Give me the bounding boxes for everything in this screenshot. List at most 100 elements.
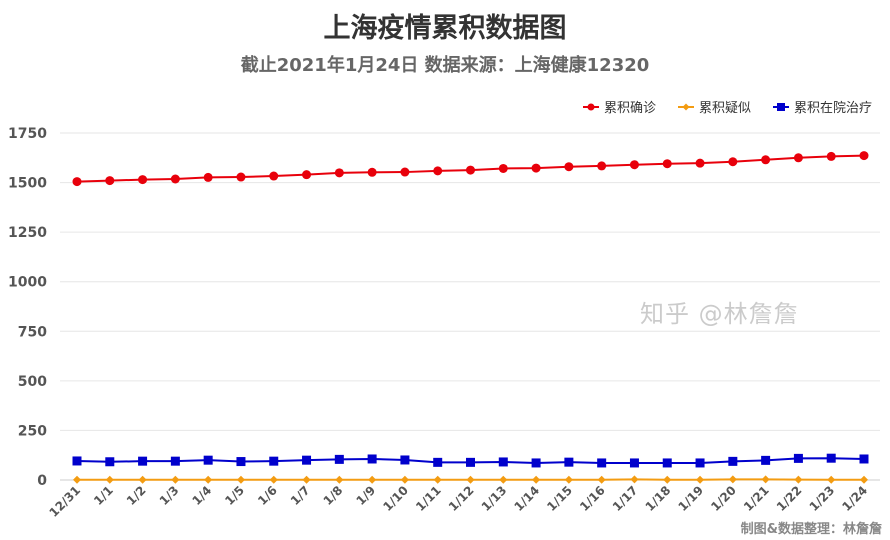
data-point	[138, 456, 148, 466]
data-point	[334, 168, 344, 178]
legend-item[interactable]: 累积在院治疗	[772, 97, 872, 116]
data-point	[662, 159, 672, 169]
watermark: 知乎 @林詹詹	[640, 300, 799, 328]
data-point	[72, 456, 82, 466]
data-point	[302, 475, 311, 484]
x-tick-label: 1/11	[413, 483, 444, 514]
data-point	[630, 475, 639, 484]
data-point	[73, 475, 81, 484]
x-tick-label: 1/2	[124, 483, 149, 508]
data-point	[531, 163, 541, 173]
data-point	[597, 458, 607, 468]
data-point	[597, 475, 606, 484]
data-point	[400, 455, 410, 465]
x-tick-label: 1/6	[255, 483, 280, 508]
data-point	[498, 163, 508, 173]
data-point	[662, 458, 672, 468]
y-tick-label: 1250	[8, 225, 47, 241]
data-point	[236, 475, 245, 484]
data-point	[629, 458, 639, 468]
data-point	[269, 456, 279, 466]
data-point	[203, 172, 213, 182]
data-point	[793, 453, 803, 463]
data-point	[728, 456, 738, 466]
data-point	[629, 160, 639, 170]
data-point	[564, 457, 574, 467]
x-tick-label: 1/24	[839, 483, 870, 514]
y-tick-label: 250	[18, 423, 47, 439]
data-point	[761, 155, 771, 165]
legend-marker-icon	[582, 103, 599, 110]
y-tick-label: 1750	[8, 126, 47, 142]
y-tick-label: 750	[18, 324, 47, 340]
legend-marker-icon	[772, 102, 789, 111]
data-point	[793, 153, 803, 163]
data-point	[728, 475, 737, 484]
data-point	[105, 457, 115, 467]
data-point	[761, 475, 770, 484]
data-point	[400, 167, 410, 177]
x-tick-label: 1/9	[353, 483, 378, 508]
data-point	[826, 151, 836, 161]
data-point	[236, 172, 246, 182]
data-point	[466, 457, 475, 467]
legend-marker-icon	[677, 103, 694, 110]
x-tick-label: 1/19	[675, 483, 706, 514]
x-tick-label: 1/4	[189, 483, 214, 508]
x-tick-label: 1/18	[643, 483, 674, 514]
data-point	[860, 475, 868, 484]
data-point	[695, 158, 705, 168]
data-point	[170, 456, 180, 466]
data-point	[72, 177, 82, 187]
x-tick-label: 1/3	[157, 483, 182, 508]
data-point	[367, 167, 377, 177]
data-point	[827, 475, 836, 484]
data-point	[204, 475, 213, 484]
legend-item[interactable]: 累积疑似	[677, 97, 751, 116]
x-tick-label: 1/17	[610, 483, 641, 514]
data-point	[138, 475, 147, 484]
y-tick-label: 1000	[8, 275, 47, 291]
data-point	[105, 475, 114, 484]
data-point	[335, 475, 344, 484]
legend-label: 累积疑似	[698, 101, 751, 116]
data-point	[564, 475, 573, 484]
data-point	[859, 151, 869, 161]
chart-title: 上海疫情累积数据图	[323, 13, 567, 44]
data-point	[433, 457, 443, 467]
data-point	[171, 475, 180, 484]
x-tick-label: 1/21	[741, 483, 772, 514]
x-tick-label: 1/13	[479, 483, 510, 514]
data-point	[859, 454, 869, 464]
data-point	[400, 475, 409, 484]
data-point	[105, 176, 115, 186]
y-tick-label: 0	[37, 473, 47, 489]
data-point	[302, 455, 312, 465]
data-point	[695, 458, 705, 468]
data-point	[826, 453, 836, 463]
data-point	[334, 454, 344, 464]
data-point	[498, 457, 508, 467]
data-point	[499, 475, 508, 484]
data-point	[302, 170, 312, 180]
x-tick-label: 1/14	[511, 483, 542, 514]
data-point	[236, 457, 246, 467]
x-tick-label: 12/31	[47, 483, 84, 520]
data-point	[433, 166, 443, 176]
legend-item[interactable]: 累积确诊	[582, 97, 656, 116]
data-point	[269, 475, 278, 484]
legend: 累积确诊 累积疑似 累积在院治疗	[582, 97, 872, 116]
y-tick-label: 1500	[8, 176, 47, 192]
x-tick-label: 1/23	[807, 483, 838, 514]
x-tick-label: 1/20	[708, 483, 739, 514]
data-point	[564, 162, 574, 172]
data-point	[728, 157, 738, 167]
x-tick-label: 1/22	[774, 483, 805, 514]
x-tick-label: 1/7	[288, 483, 313, 508]
data-point	[368, 475, 377, 484]
data-point	[532, 475, 541, 484]
data-point	[269, 171, 279, 181]
x-tick-label: 1/15	[544, 483, 575, 514]
chart-subtitle: 截止2021年1月24日 数据来源：上海健康12320	[240, 55, 650, 76]
